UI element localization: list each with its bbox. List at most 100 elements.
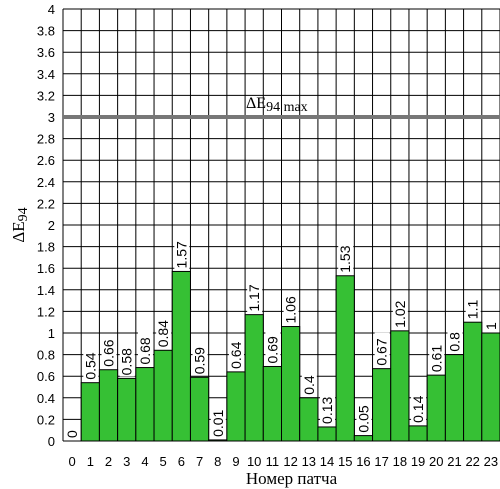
x-tick-label: 8 [214, 454, 221, 469]
y-tick-label: 0.2 [37, 412, 55, 427]
y-tick-label: 2.6 [37, 153, 55, 168]
value-label-bg [192, 341, 208, 376]
value-label-text: 0.59 [192, 347, 208, 374]
y-tick-label: 3.2 [37, 88, 55, 103]
bar [153, 349, 173, 442]
value-label-bg [465, 294, 481, 321]
value-label-bg [210, 403, 226, 438]
y-tick-label: 2.8 [37, 132, 55, 147]
value-label: 0 [64, 429, 81, 439]
value-label-bg [283, 290, 299, 325]
value-label: 0.58 [119, 342, 135, 377]
value-label-text: 0.58 [119, 348, 135, 375]
y-tick-label: 1.4 [37, 283, 55, 298]
bar [117, 377, 137, 442]
y-tick-label: 0.6 [37, 369, 55, 384]
value-label-text: 0.84 [155, 320, 171, 347]
y-tick-label: 2 [48, 218, 55, 233]
value-label-text: 0.13 [319, 396, 335, 423]
bar [226, 371, 246, 442]
value-label: 0.84 [155, 314, 172, 349]
value-label: 0.68 [137, 331, 153, 366]
bar [481, 332, 500, 442]
value-label-text: 0.64 [228, 341, 244, 368]
value-label: 0.67 [374, 332, 390, 367]
bar [353, 435, 374, 442]
x-tick-label: 0 [68, 454, 75, 469]
x-tick-label: 23 [484, 454, 498, 469]
value-label-text: 0.66 [101, 339, 117, 366]
value-label-text: 0.54 [82, 352, 98, 379]
value-label-bg [174, 235, 190, 270]
x-tick-label: 16 [356, 454, 370, 469]
value-label-text: 1.1 [465, 300, 481, 320]
value-label-bg [411, 389, 427, 424]
y-tick-label: 2.2 [37, 196, 55, 211]
x-tick-labels: 0 1 2 3 4 5 6 7 8 9 10 11 12 13 14 15 16 17 18 19 20 21 22 23 [68, 454, 498, 469]
value-label: 1.1 [465, 294, 481, 321]
value-label: 0.01 [210, 403, 226, 438]
bar [444, 354, 465, 442]
value-label-bg [301, 369, 317, 396]
value-label-bg [228, 335, 244, 370]
y-axis-label: ΔE94 [9, 207, 31, 242]
value-label-text: 0.8 [446, 332, 462, 352]
value-label: 1.57 [173, 235, 190, 270]
bar [208, 439, 228, 442]
bar [317, 426, 337, 442]
bar [98, 369, 119, 442]
value-label: 0.61 [428, 339, 445, 374]
value-label-text: 0.67 [374, 338, 390, 365]
y-tick-label: 0.4 [37, 391, 55, 406]
value-label: 0.66 [101, 333, 117, 368]
value-label: 1.06 [283, 290, 299, 325]
value-label-text: 0 [64, 430, 80, 438]
value-label: 0.64 [228, 335, 244, 370]
bar [408, 425, 428, 442]
y-tick-label: 1.6 [37, 261, 55, 276]
value-label-bg [320, 390, 336, 425]
value-label-bg [338, 239, 354, 274]
bar [426, 374, 446, 442]
bar [372, 368, 392, 442]
value-label: 1 [483, 321, 499, 331]
value-label-text: 0.14 [410, 395, 426, 422]
x-axis-label: Номер патча [246, 469, 338, 488]
x-tick-label: 13 [302, 454, 316, 469]
y-tick-labels: 0 0.2 0.4 0.6 0.8 1 1.2 1.4 1.6 1.8 2 2.2 2.4 2.6 2.8 3… [37, 2, 55, 449]
y-tick-label: 1.2 [37, 304, 55, 319]
value-label-bg [429, 339, 445, 374]
x-tick-label: 1 [87, 454, 94, 469]
bar [335, 275, 355, 442]
x-tick-label: 9 [232, 454, 239, 469]
value-label-bg [101, 333, 117, 368]
x-tick-label: 4 [141, 454, 148, 469]
y-tick-label: 1 [48, 326, 55, 341]
x-tick-label: 20 [429, 454, 443, 469]
value-label: 0.05 [355, 399, 372, 434]
x-tick-label: 17 [374, 454, 388, 469]
value-label-bg [483, 321, 499, 331]
value-label-text: 0.4 [301, 375, 317, 395]
bar [281, 326, 301, 442]
y-tick-label: 0.8 [37, 348, 55, 363]
value-label: 1.02 [392, 294, 408, 329]
x-tick-label: 19 [411, 454, 425, 469]
value-label-bg [137, 331, 153, 366]
value-label: 0.4 [301, 369, 317, 396]
value-label-bg [83, 346, 99, 381]
y-tick-label: 3 [48, 110, 55, 125]
value-label-bg [374, 332, 390, 367]
bar [463, 321, 483, 442]
value-label-bg [356, 399, 372, 434]
value-label: 1.53 [337, 239, 354, 274]
value-label: 0.8 [446, 326, 463, 353]
x-tick-label: 3 [123, 454, 130, 469]
value-label-text: 0.01 [210, 409, 226, 436]
value-label-text: 1.17 [246, 284, 262, 311]
value-label-text: 0.69 [264, 336, 280, 363]
x-tick-label: 14 [320, 454, 334, 469]
value-label: 0.69 [264, 330, 281, 365]
value-label-bg [247, 278, 263, 313]
value-label-text: 1.02 [392, 300, 408, 327]
